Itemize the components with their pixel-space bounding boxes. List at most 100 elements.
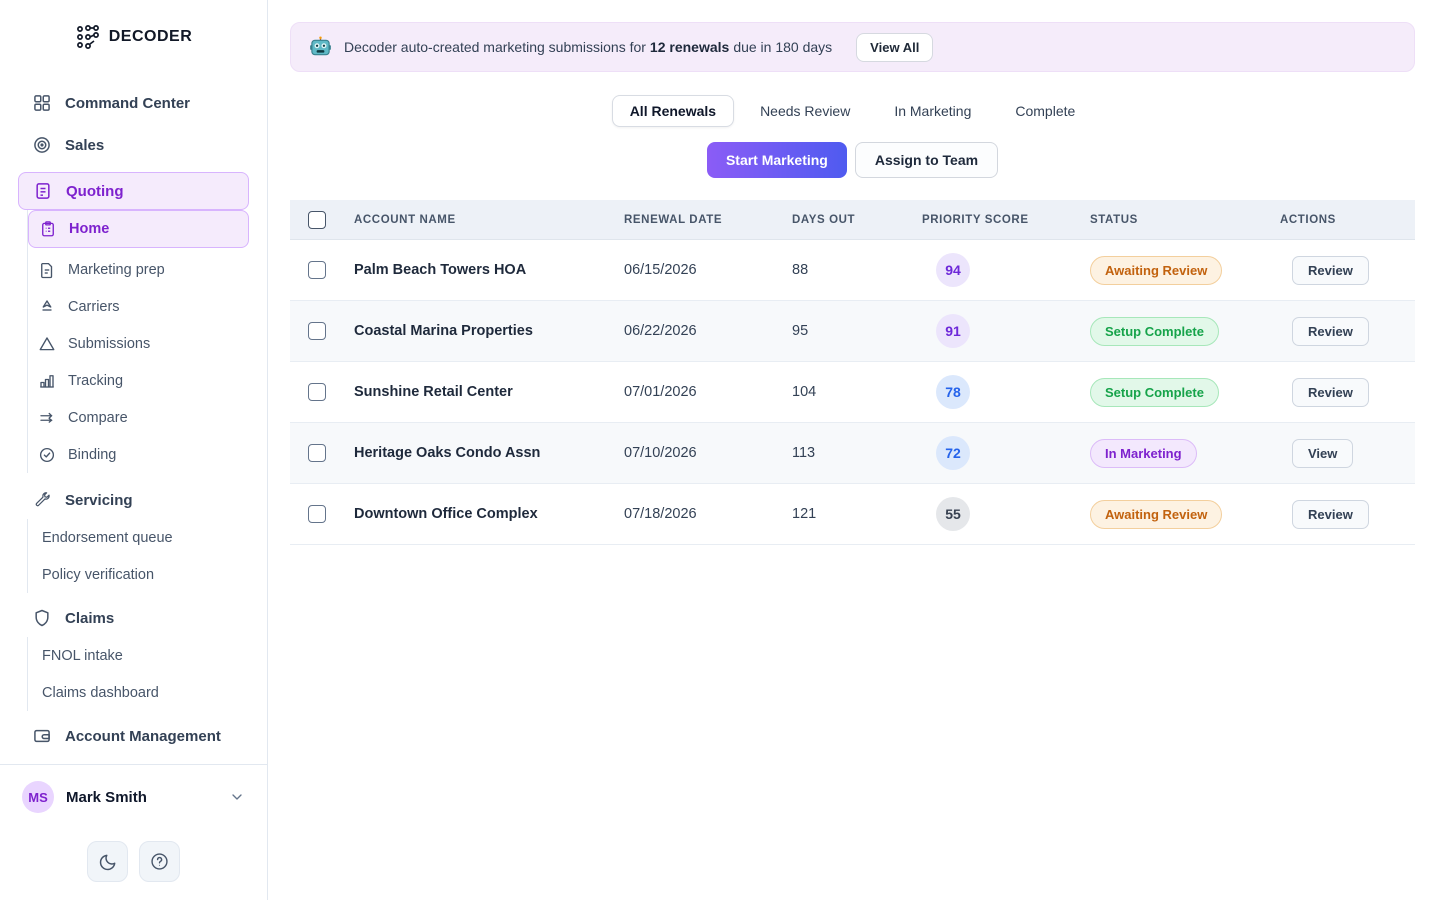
column-header-account-name: Account Name bbox=[354, 213, 456, 226]
sidebar-item-account-management[interactable]: Account Management bbox=[18, 717, 249, 755]
sidebar-item-binding[interactable]: Binding bbox=[28, 436, 249, 473]
sidebar-item-label: Claims bbox=[65, 609, 115, 627]
send-up-icon bbox=[38, 298, 56, 316]
column-header-days-out: Days Out bbox=[792, 213, 856, 226]
status-badge: Awaiting Review bbox=[1090, 499, 1223, 529]
account-name: Palm Beach Towers HOA bbox=[354, 262, 527, 278]
column-header-renewal-date: Renewal Date bbox=[624, 213, 723, 226]
sidebar-item-fnol-intake[interactable]: FNOL intake bbox=[28, 637, 249, 674]
main-content: Decoder auto-created marketing submissio… bbox=[268, 0, 1440, 900]
review-button[interactable]: Review bbox=[1292, 255, 1369, 285]
sidebar-item-endorsement-queue[interactable]: Endorsement queue bbox=[28, 519, 249, 556]
brand-name: DECODER bbox=[108, 28, 193, 45]
days-out: 113 bbox=[792, 445, 816, 461]
table-row: Sunshine Retail Center 07/01/2026 104 78… bbox=[290, 362, 1415, 423]
tab-all-renewals[interactable]: All Renewals bbox=[611, 95, 735, 127]
user-name: Mark Smith bbox=[66, 788, 147, 806]
sidebar: DECODER Command Center Sales bbox=[0, 0, 268, 900]
select-all-checkbox[interactable] bbox=[308, 210, 326, 229]
sidebar-item-label: Home bbox=[69, 221, 110, 237]
start-marketing-button[interactable]: Start Marketing bbox=[706, 142, 847, 178]
clipboard-icon bbox=[39, 220, 57, 238]
robot-icon bbox=[309, 35, 332, 59]
table-row: Heritage Oaks Condo Assn 07/10/2026 113 … bbox=[290, 423, 1415, 484]
help-icon bbox=[149, 851, 170, 872]
account-name: Heritage Oaks Condo Assn bbox=[354, 445, 541, 461]
quoting-subgroup: Home Marketing prep Ca bbox=[27, 210, 249, 473]
sidebar-item-carriers[interactable]: Carriers bbox=[28, 288, 249, 325]
review-button[interactable]: Review bbox=[1292, 377, 1369, 407]
sidebar-item-claims[interactable]: Claims bbox=[18, 599, 249, 637]
review-button[interactable]: Review bbox=[1292, 499, 1369, 529]
status-badge: Setup Complete bbox=[1090, 377, 1219, 407]
row-checkbox[interactable] bbox=[308, 261, 326, 279]
account-name: Sunshine Retail Center bbox=[354, 384, 513, 400]
sidebar-item-label: Binding bbox=[68, 446, 117, 463]
moon-icon bbox=[98, 852, 118, 872]
sidebar-item-home[interactable]: Home bbox=[28, 210, 249, 248]
renewal-date: 06/22/2026 bbox=[624, 323, 697, 339]
review-button[interactable]: Review bbox=[1292, 316, 1369, 346]
tab-needs-review[interactable]: Needs Review bbox=[742, 95, 868, 127]
sidebar-item-label: Policy verification bbox=[42, 566, 155, 583]
claims-subgroup: FNOL intake Claims dashboard bbox=[27, 637, 249, 711]
sidebar-item-label: Servicing bbox=[65, 491, 133, 509]
triangle-icon bbox=[38, 335, 56, 353]
wallet-icon bbox=[32, 726, 52, 746]
sidebar-item-marketing-prep[interactable]: Marketing prep bbox=[28, 251, 249, 288]
row-checkbox[interactable] bbox=[308, 383, 326, 401]
table-row: Coastal Marina Properties 06/22/2026 95 … bbox=[290, 301, 1415, 362]
priority-score-badge: 91 bbox=[936, 314, 970, 348]
assign-to-team-button[interactable]: Assign to Team bbox=[854, 142, 999, 178]
target-icon bbox=[32, 135, 52, 155]
days-out: 95 bbox=[792, 323, 809, 339]
status-badge: Setup Complete bbox=[1090, 316, 1219, 346]
sidebar-item-label: Claims dashboard bbox=[42, 684, 159, 701]
account-name: Downtown Office Complex bbox=[354, 506, 538, 522]
sidebar-item-label: Account Management bbox=[65, 727, 221, 745]
avatar: MS bbox=[22, 781, 54, 813]
sidebar-item-claims-dashboard[interactable]: Claims dashboard bbox=[28, 674, 249, 711]
ai-notification-banner: Decoder auto-created marketing submissio… bbox=[290, 22, 1415, 72]
sidebar-item-policy-verification[interactable]: Policy verification bbox=[28, 556, 249, 593]
grid-icon bbox=[32, 93, 52, 113]
sidebar-item-sales[interactable]: Sales bbox=[18, 126, 249, 164]
bar-chart-icon bbox=[38, 372, 56, 390]
view-all-button[interactable]: View All bbox=[856, 32, 934, 62]
table-row: Downtown Office Complex 07/18/2026 121 5… bbox=[290, 484, 1415, 545]
sidebar-item-command-center[interactable]: Command Center bbox=[18, 84, 249, 122]
tab-in-marketing[interactable]: In Marketing bbox=[876, 95, 989, 127]
sidebar-item-quoting[interactable]: Quoting bbox=[18, 172, 249, 210]
row-checkbox[interactable] bbox=[308, 322, 326, 340]
table-body: Palm Beach Towers HOA 06/15/2026 88 94 A… bbox=[290, 240, 1415, 545]
days-out: 88 bbox=[792, 262, 809, 278]
sidebar-item-compare[interactable]: Compare bbox=[28, 399, 249, 436]
tab-complete[interactable]: Complete bbox=[997, 95, 1093, 127]
sidebar-item-submissions[interactable]: Submissions bbox=[28, 325, 249, 362]
sidebar-footer: MS Mark Smith bbox=[0, 764, 267, 900]
priority-score-badge: 78 bbox=[936, 375, 970, 409]
file-lines-icon bbox=[38, 261, 56, 279]
view-button[interactable]: View bbox=[1292, 438, 1354, 468]
user-menu[interactable]: MS Mark Smith bbox=[22, 781, 245, 813]
column-header-status: Status bbox=[1090, 213, 1138, 226]
help-button[interactable] bbox=[139, 841, 180, 882]
sidebar-item-servicing[interactable]: Servicing bbox=[18, 481, 249, 519]
table-header-row: Account Name Renewal Date Days Out Prior… bbox=[290, 200, 1415, 240]
sidebar-item-tracking[interactable]: Tracking bbox=[28, 362, 249, 399]
account-name: Coastal Marina Properties bbox=[354, 323, 533, 339]
renewal-date: 07/18/2026 bbox=[624, 506, 697, 522]
quote-document-icon bbox=[33, 181, 53, 201]
row-checkbox[interactable] bbox=[308, 505, 326, 523]
brand-logo: DECODER bbox=[0, 24, 267, 50]
sidebar-item-label: Compare bbox=[68, 409, 128, 426]
renewal-tabs: All Renewals Needs Review In Marketing C… bbox=[290, 95, 1415, 127]
renewal-date: 07/10/2026 bbox=[624, 445, 697, 461]
compare-arrows-icon bbox=[38, 409, 56, 427]
sidebar-item-label: Carriers bbox=[68, 298, 120, 315]
bulk-actions: Start Marketing Assign to Team bbox=[290, 142, 1415, 178]
sidebar-item-label: FNOL intake bbox=[42, 647, 123, 664]
days-out: 121 bbox=[792, 506, 817, 522]
row-checkbox[interactable] bbox=[308, 444, 326, 462]
dark-mode-button[interactable] bbox=[87, 841, 128, 882]
